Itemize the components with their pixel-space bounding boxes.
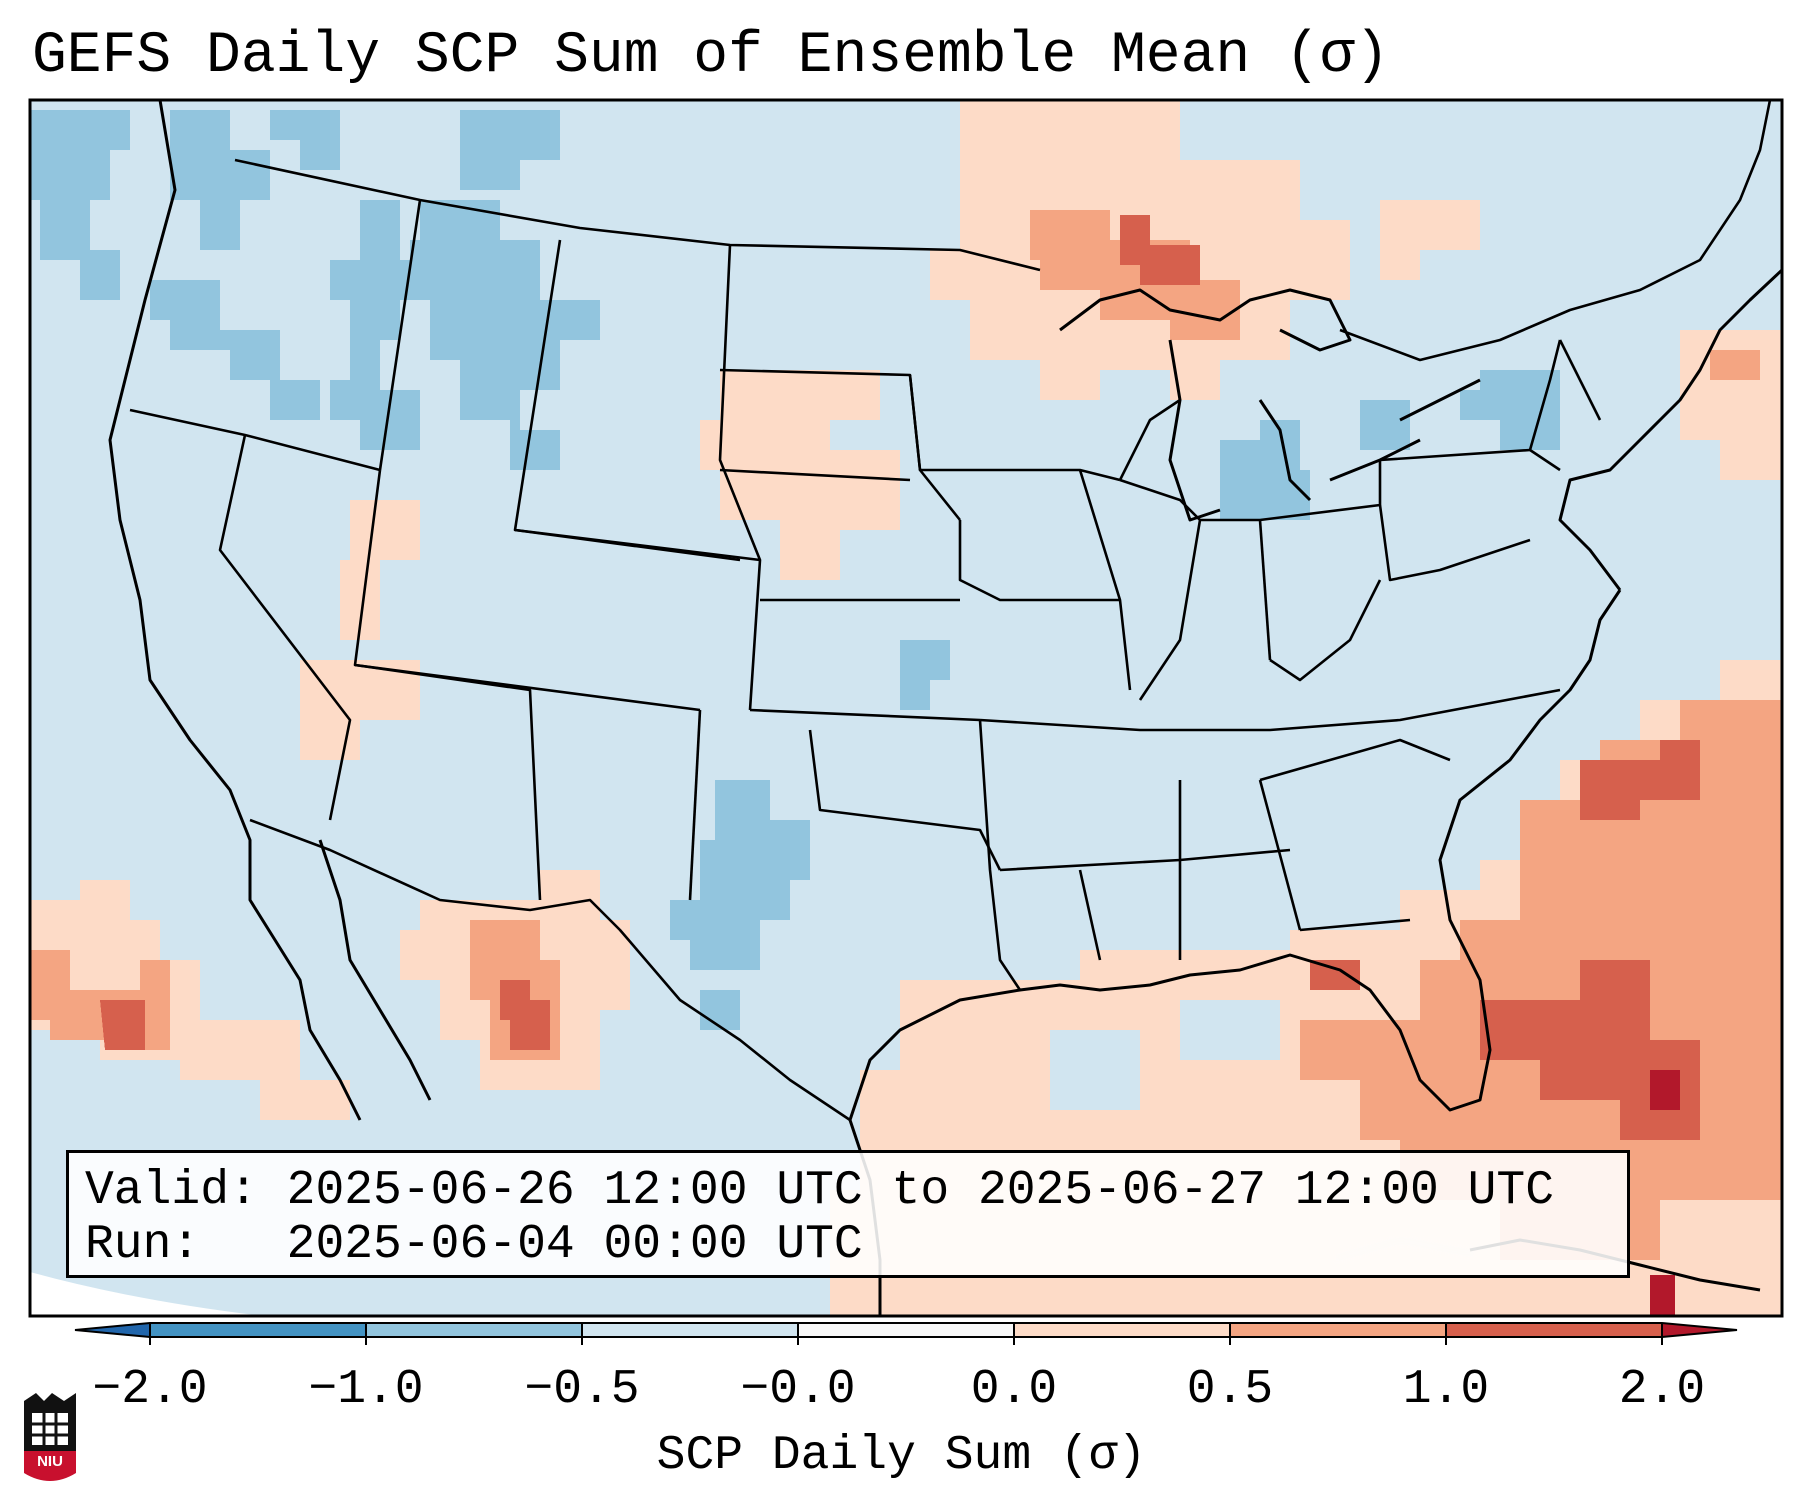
canada-border-line [234, 158, 1041, 272]
gulf-coast-line [848, 589, 1622, 1121]
colorbar-tick-label: −0.0 [740, 1363, 856, 1417]
state-line [978, 719, 1022, 991]
state-line [719, 468, 911, 482]
state-line [749, 708, 981, 722]
great-lakes-line [1399, 378, 1481, 422]
colorbar-bin [798, 1323, 1015, 1337]
neg-montana-patch [460, 110, 560, 190]
great-lakes-line [1168, 339, 1221, 522]
great-lakes-line [1059, 288, 1352, 352]
state-line [514, 528, 761, 562]
neg-gulf-patch [1180, 1000, 1280, 1060]
state-line [1269, 579, 1382, 682]
colorbar-tick-label: −1.0 [308, 1363, 424, 1417]
colorbar-bin [150, 1323, 367, 1337]
state-line [958, 520, 1120, 602]
colorbar-bin [366, 1323, 583, 1337]
coastlines [108, 100, 1782, 1316]
state-line [1200, 460, 1382, 522]
pos-utah-patch [340, 500, 420, 640]
pos-nevada-patch [300, 660, 420, 760]
west-coast-line [108, 100, 362, 1121]
neg-kansas-patch [900, 640, 950, 710]
state-line [979, 688, 1561, 732]
neg-michigan-patch [1220, 420, 1310, 520]
colorbar-under-extend [75, 1323, 150, 1337]
state-line [808, 729, 1002, 871]
state-line [378, 199, 422, 471]
run-time-text: Run: 2025-06-04 00:00 UTC [85, 1218, 863, 1272]
state-line [1259, 738, 1451, 782]
colorbar-tick-label: −0.5 [524, 1363, 640, 1417]
canada-border-line [1339, 100, 1772, 362]
colorbar-tick-label: 0.5 [1186, 1363, 1274, 1417]
colorbar-bin [1230, 1323, 1447, 1337]
valid-run-info-box: Valid: 2025-06-26 12:00 UTC to 2025-06-2… [66, 1150, 1630, 1278]
map-frame [28, 98, 1784, 1318]
pos-canada-east-patch [1380, 200, 1480, 280]
mexico-border-line [249, 818, 851, 1122]
neg-oregon-patch [150, 280, 320, 420]
colorbar-tick-label: 0.0 [970, 1363, 1058, 1417]
neg-nw-canada-patch [270, 110, 340, 170]
baja-peninsula-line [318, 839, 432, 1101]
state-line [1528, 339, 1562, 451]
state-line [1299, 918, 1411, 932]
state-line [1078, 469, 1132, 691]
state-line [1558, 339, 1602, 421]
state-line [1378, 504, 1531, 582]
pos-caribbean-patch [1650, 1275, 1675, 1316]
neg-pacific-nw-patch [30, 110, 130, 300]
pos-new-england-patch [1710, 350, 1760, 380]
neg-idaho-patch [170, 110, 270, 250]
colorbar-label: SCP Daily Sum (σ) [656, 1429, 1147, 1483]
state-line [688, 709, 702, 901]
state-line [1118, 398, 1181, 481]
state-borders [129, 100, 1772, 1122]
valid-time-text: Valid: 2025-06-26 12:00 UTC to 2025-06-2… [85, 1164, 1555, 1218]
logo-text: NIU [37, 1453, 63, 1470]
neg-texas-patch [700, 990, 740, 1030]
map-title: GEFS Daily SCP Sum of Ensemble Mean (σ) [32, 24, 1390, 89]
pos-gulf-atlantic-patch [1310, 960, 1360, 990]
neg-west-texas-patch [670, 780, 810, 970]
colorbar [74, 1322, 1738, 1345]
state-line [218, 434, 352, 821]
pos-pacific-patch [30, 880, 350, 1120]
east-coast-line [1558, 268, 1782, 591]
neg-atlantic-patch [1580, 580, 1650, 650]
colorbar-tick-label: −2.0 [92, 1363, 208, 1417]
neg-ontario-patch [1360, 400, 1410, 450]
pos-gulf-atlantic-patch [1480, 960, 1700, 1140]
colorbar-bin [1014, 1323, 1231, 1337]
pos-caribbean-patch [1650, 1070, 1680, 1110]
state-line [1078, 869, 1102, 961]
neg-montana-patch [410, 200, 600, 470]
state-line [718, 244, 762, 711]
pos-pacific-patch [100, 1000, 145, 1050]
state-line [908, 374, 1121, 482]
niu-logo-icon [24, 1393, 76, 1481]
colorbar-bin [1446, 1323, 1663, 1337]
great-lakes-line [1258, 399, 1312, 502]
colorbar-tick-label: 1.0 [1402, 1363, 1490, 1417]
colorbar-bin [582, 1323, 799, 1337]
colorbar-over-extend [1662, 1323, 1737, 1337]
pos-great-lakes-patch [1030, 210, 1240, 340]
state-line [1258, 779, 1302, 931]
neg-gulf-patch [1050, 1030, 1140, 1110]
pos-arizona-mexico-patch [500, 980, 550, 1050]
pos-atlantic-patch [1580, 740, 1700, 820]
state-line [354, 663, 701, 712]
pos-great-lakes-patch [1120, 215, 1200, 285]
colorbar-tick-label: 2.0 [1618, 1363, 1706, 1417]
state-line [1258, 519, 1272, 661]
